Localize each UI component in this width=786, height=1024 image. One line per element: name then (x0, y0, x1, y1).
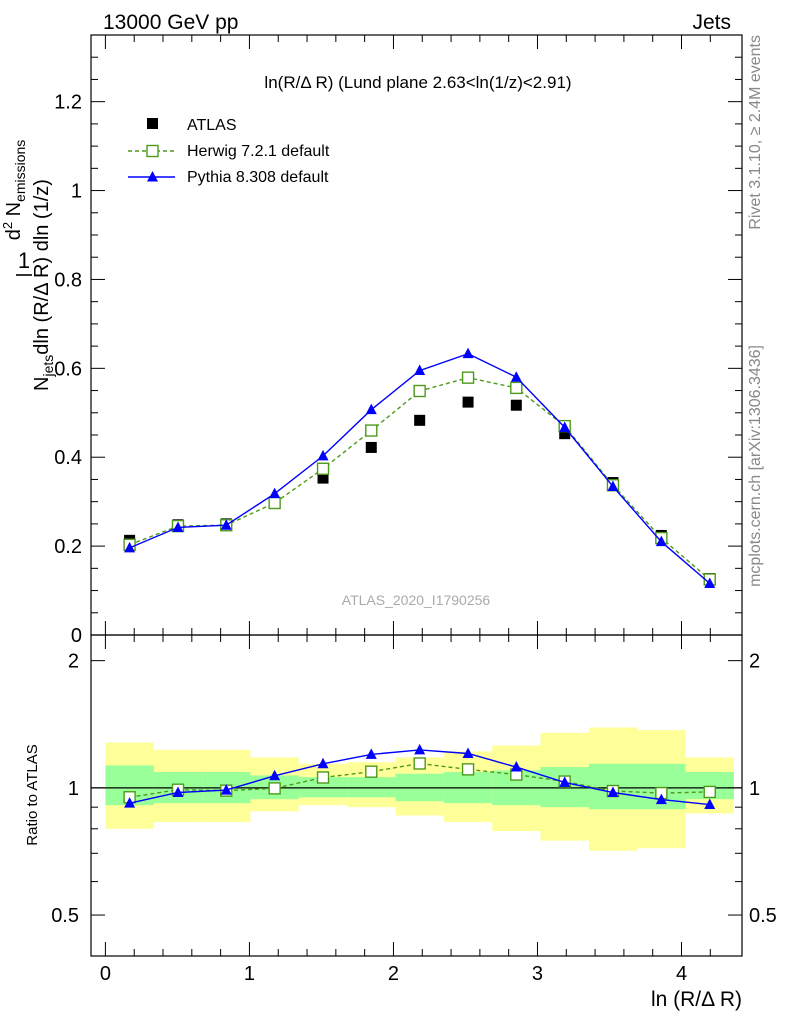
main-point-pythia (269, 487, 281, 499)
main-point-pythia (704, 577, 716, 588)
x-tick-label: 3 (532, 963, 543, 985)
ratio-y-tick-label: 1 (68, 778, 79, 800)
ratio-point-herwig (413, 757, 426, 770)
header-left: 13000 GeV pp (103, 11, 238, 34)
ratio-plot-area (91, 727, 742, 851)
ratio-point-herwig (365, 765, 378, 778)
ratio-point-pythia (269, 769, 281, 781)
main-point-pythia (414, 364, 426, 376)
ratio-point-pythia (317, 757, 329, 769)
main-point-atlas (559, 428, 571, 440)
rivet-label: Rivet 3.1.10, ≥ 2.4M events (747, 35, 764, 230)
ratio-point-pythia (172, 786, 184, 797)
ratio-point-herwig (268, 782, 281, 795)
main-point-pythia (365, 403, 377, 415)
ratio-point-pythia (462, 747, 474, 758)
ratio-point-pythia (510, 761, 522, 772)
ratio-y-tick-label-right: 0.5 (749, 905, 777, 927)
ratio-point-pythia (220, 784, 232, 795)
main-point-pythia (510, 371, 522, 382)
main-point-atlas (317, 472, 329, 484)
ratio-point-pythia (704, 798, 716, 810)
svg-text:Njetsdln (R/Δ R) dln (1/z): Njetsdln (R/Δ R) dln (1/z) (31, 179, 56, 391)
ratio-y-tick-label-right: 1 (749, 778, 760, 800)
main-y-label: 1 Njetsdln (R/Δ R) dln (1/z) d2 Nemissio… (0, 140, 56, 391)
main-y-tick-label: 0.2 (54, 536, 82, 558)
main-axis-ticks: 0 0.2 0.4 0.6 0.8 1 1.2 (54, 35, 742, 647)
main-y-tick-label: 0 (71, 625, 82, 647)
main-title: ln(R/Δ R) (Lund plane 2.63<ln(1/z)<2.91) (264, 73, 571, 92)
x-tick-label: 0 (100, 963, 111, 985)
main-point-herwig (461, 371, 475, 384)
svg-text:ATLAS: ATLAS (187, 117, 237, 134)
main-y-tick-label: 1 (71, 181, 82, 203)
main-y-tick-label: 0.6 (54, 358, 82, 380)
legend: ATLAS Herwig 7.2.1 default Pythia 8.308 … (128, 117, 330, 186)
legend-pythia: Pythia 8.308 default (128, 169, 329, 186)
main-point-pythia (655, 535, 667, 547)
ratio-point-pythia (655, 793, 667, 805)
main-line-herwig (129, 376, 711, 580)
main-point-herwig (510, 381, 523, 395)
x-tick-label: 2 (388, 963, 399, 985)
svg-text:Herwig 7.2.1 default: Herwig 7.2.1 default (187, 143, 330, 160)
ratio-point-pythia (365, 748, 377, 759)
main-point-pythia (462, 347, 474, 359)
main-point-atlas (414, 414, 426, 426)
x-axis-label: ln (R/Δ R) (651, 988, 742, 1011)
ratio-y-tick-label: 2 (68, 651, 79, 673)
ratio-point-herwig (316, 771, 330, 784)
legend-atlas: ATLAS (147, 117, 237, 134)
svg-text:1: 1 (18, 248, 30, 273)
main-point-pythia (172, 521, 184, 532)
ratio-frame (90, 634, 743, 957)
legend-herwig: Herwig 7.2.1 default (128, 143, 330, 160)
ratio-point-pythia (559, 776, 571, 787)
main-point-pythia (559, 421, 571, 432)
ratio-y-tick-label-right: 2 (749, 651, 760, 673)
ratio-band-green (347, 777, 396, 798)
main-point-pythia (124, 541, 136, 553)
ratio-point-herwig (461, 763, 475, 776)
ratio-y-tick-label: 0.5 (51, 905, 79, 927)
main-y-tick-label: 0.8 (54, 269, 82, 291)
ratio-band-green (298, 777, 348, 798)
main-point-pythia (317, 449, 329, 461)
ratio-y-label: Ratio to ATLAS (24, 744, 41, 845)
header-right: Jets (692, 11, 731, 34)
svg-text:d2 Nemissions: d2 Nemissions (0, 140, 28, 241)
main-point-pythia (220, 519, 232, 530)
main-point-atlas (510, 399, 522, 411)
x-tick-label: 4 (676, 963, 687, 985)
ratio-axis-ticks: 0.5 0.5 1 1 2 2 0 1 2 3 4 (51, 635, 777, 985)
ratio-point-herwig (703, 785, 716, 799)
ratio-point-pythia (124, 797, 136, 808)
main-point-herwig (268, 496, 281, 510)
main-y-tick-label: 0.4 (54, 447, 82, 469)
ratio-panel: 0.5 0.5 1 1 2 2 0 1 2 3 4 Ratio to ATLAS ln (R/Δ R… (24, 634, 777, 1011)
main-y-tick-label: 1.2 (54, 92, 82, 114)
main-point-atlas (462, 396, 474, 408)
main-point-herwig (413, 384, 426, 398)
main-point-herwig (365, 424, 378, 437)
main-panel: 0 0.2 0.4 0.6 0.8 1 1.2 ln(R/Δ R) (Lund plane … (0, 34, 743, 647)
ratio-point-pythia (414, 743, 426, 755)
svg-text:Pythia 8.308 default: Pythia 8.308 default (187, 169, 329, 186)
main-plot-area (123, 347, 716, 588)
ratio-point-pythia (607, 786, 619, 797)
main-point-herwig (316, 462, 330, 475)
analysis-label: ATLAS_2020_I1790256 (342, 592, 491, 608)
main-point-atlas (365, 441, 377, 453)
x-tick-label: 1 (244, 963, 255, 985)
mcplots-label: mcplots.cern.ch [arXiv:1306.3436] (747, 345, 764, 587)
main-point-pythia (607, 480, 619, 492)
